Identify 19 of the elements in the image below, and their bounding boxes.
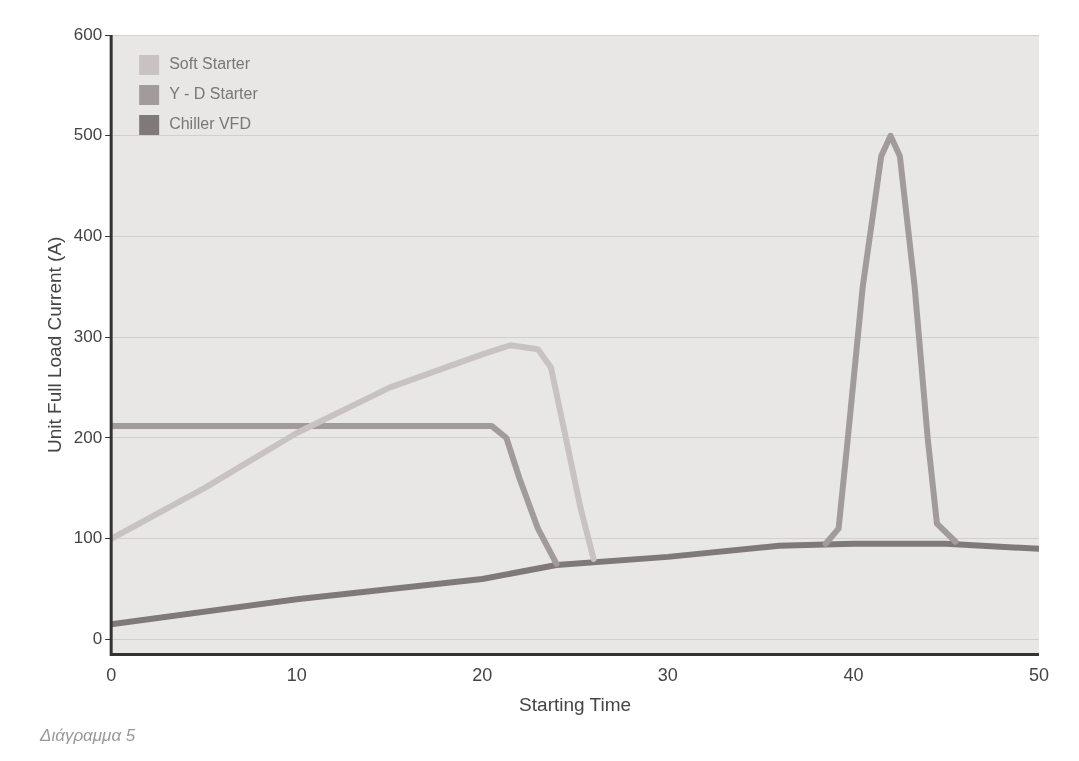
x-axis-title: Starting Time	[519, 693, 632, 715]
text: Διάγραμμα 5	[40, 726, 136, 746]
y-tick-label: 100	[73, 528, 103, 548]
y-tick-label: 400	[73, 226, 103, 246]
y-tick-label: 0	[92, 629, 103, 649]
x-tick-label: 20	[472, 665, 493, 686]
y-axis-title: Unit Full Load Current (A)	[43, 236, 65, 454]
y-tick-label: 500	[73, 125, 103, 145]
y-tick-label: 200	[73, 427, 103, 447]
legend-label: Soft Starter	[169, 55, 251, 73]
x-tick-label: 50	[1028, 665, 1050, 686]
y-tick-label: 600	[73, 24, 103, 44]
x-tick-label: 40	[843, 665, 864, 686]
legend-label: Y - D Starter	[169, 85, 259, 103]
x-tick-label: 10	[286, 665, 307, 686]
legend-label: Chiller VFD	[169, 115, 251, 133]
x-tick-label: 30	[657, 665, 678, 686]
y-tick-label: 300	[73, 326, 103, 346]
x-tick-label: 0	[106, 665, 117, 686]
